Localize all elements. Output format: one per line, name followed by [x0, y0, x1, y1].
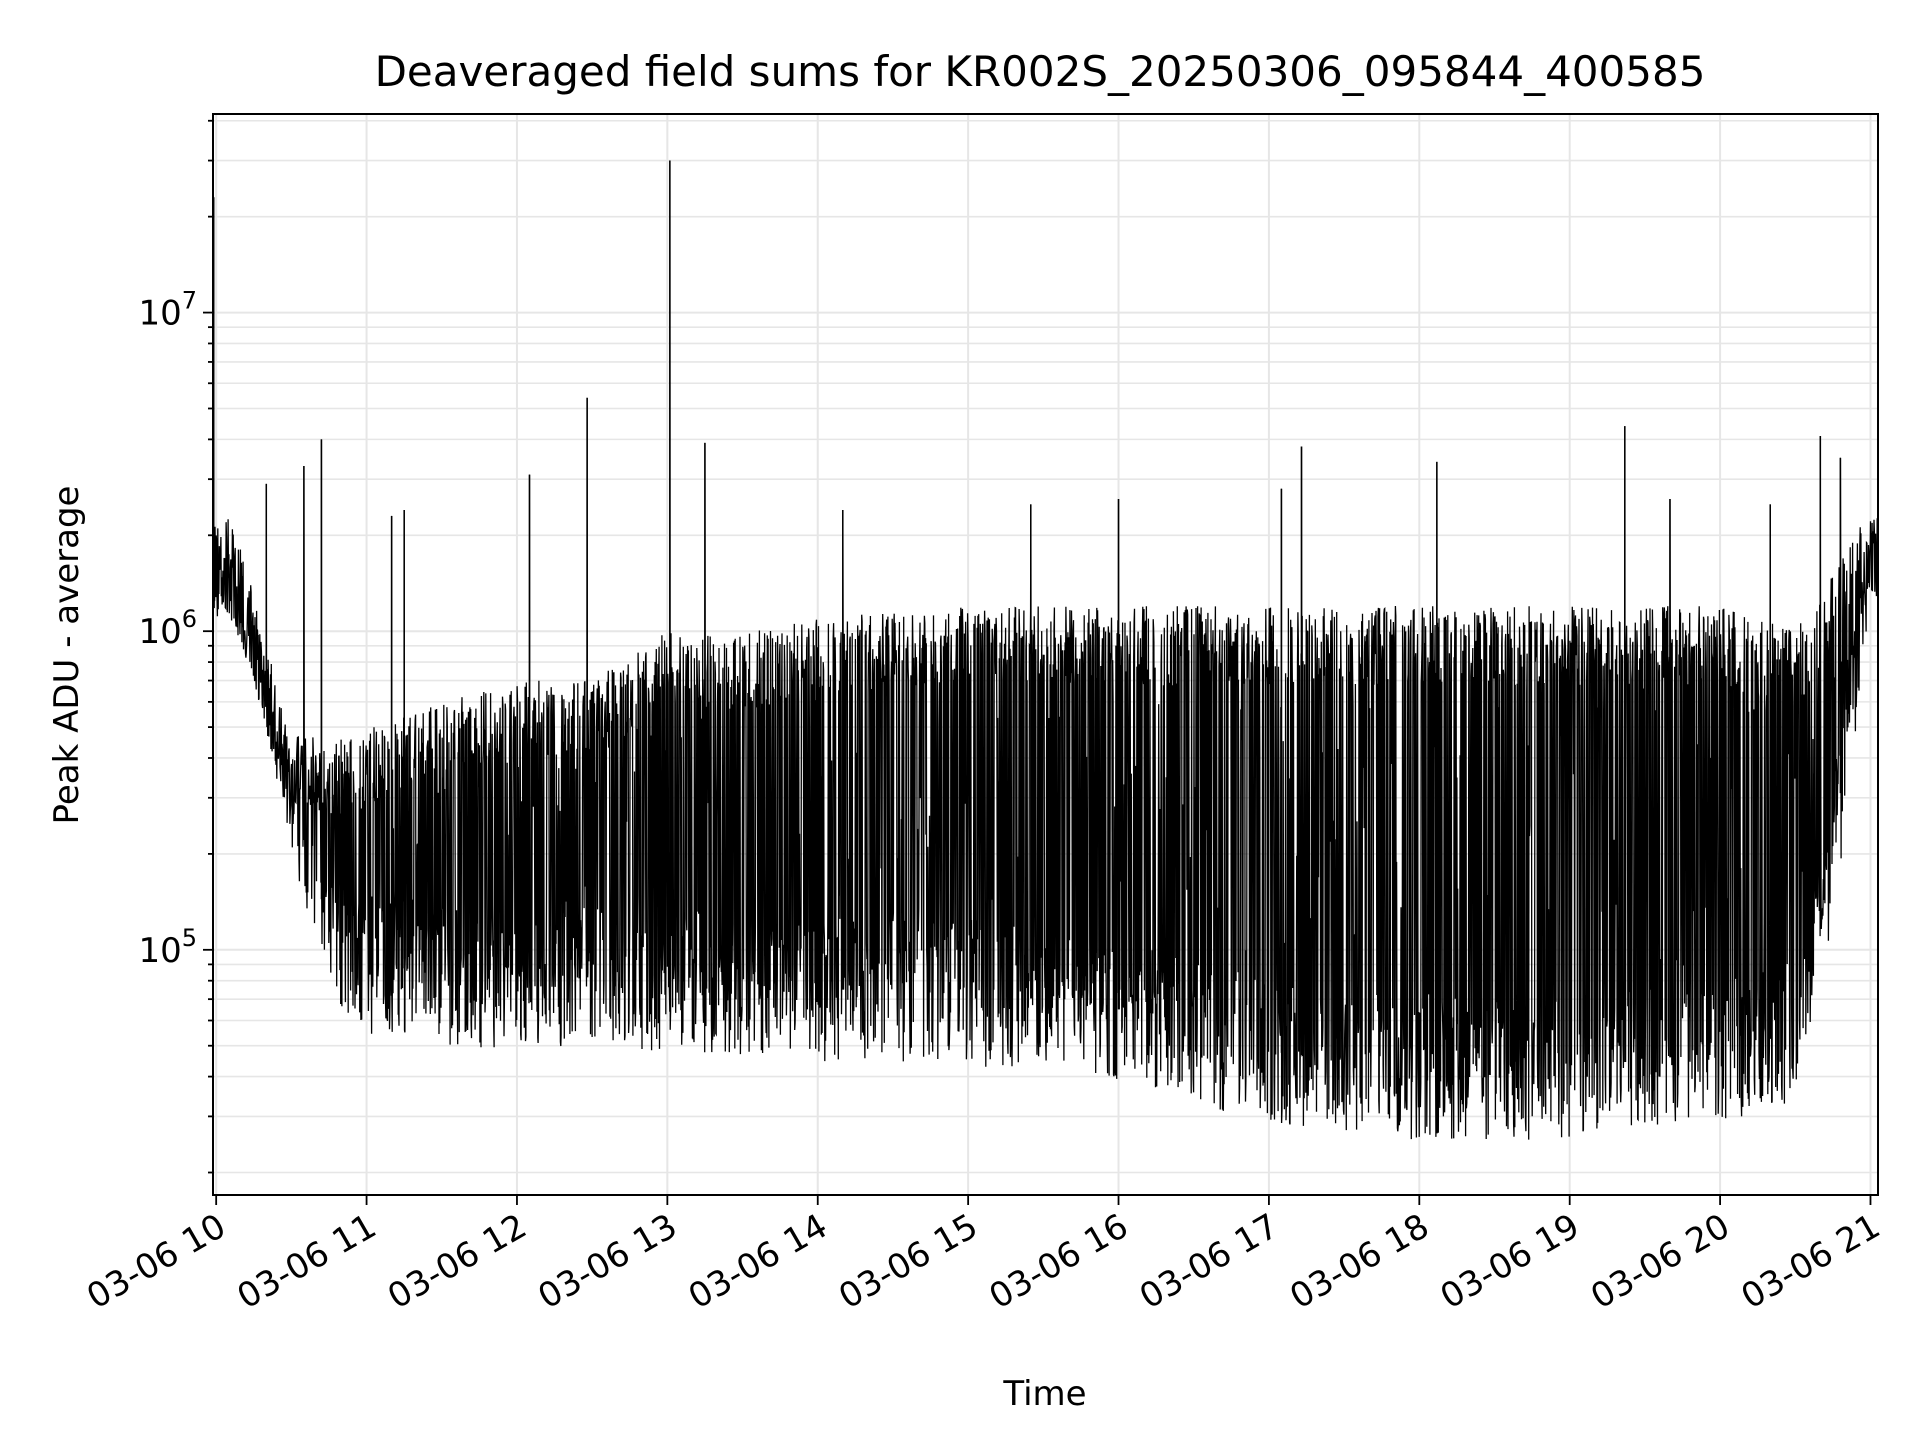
y-axis-label: Peak ADU - average — [47, 486, 87, 825]
y-tick-label: 107 — [138, 287, 197, 334]
x-axis-label: Time — [1002, 1374, 1086, 1414]
y-tick-label: 106 — [138, 605, 197, 652]
chart-title: Deaveraged field sums for KR002S_2025030… — [375, 47, 1706, 96]
series-line — [212, 160, 1879, 1140]
plot-frame — [212, 113, 1879, 1196]
y-tick-label: 105 — [138, 924, 197, 971]
y-axis: 105 106 107 — [138, 119, 213, 1174]
